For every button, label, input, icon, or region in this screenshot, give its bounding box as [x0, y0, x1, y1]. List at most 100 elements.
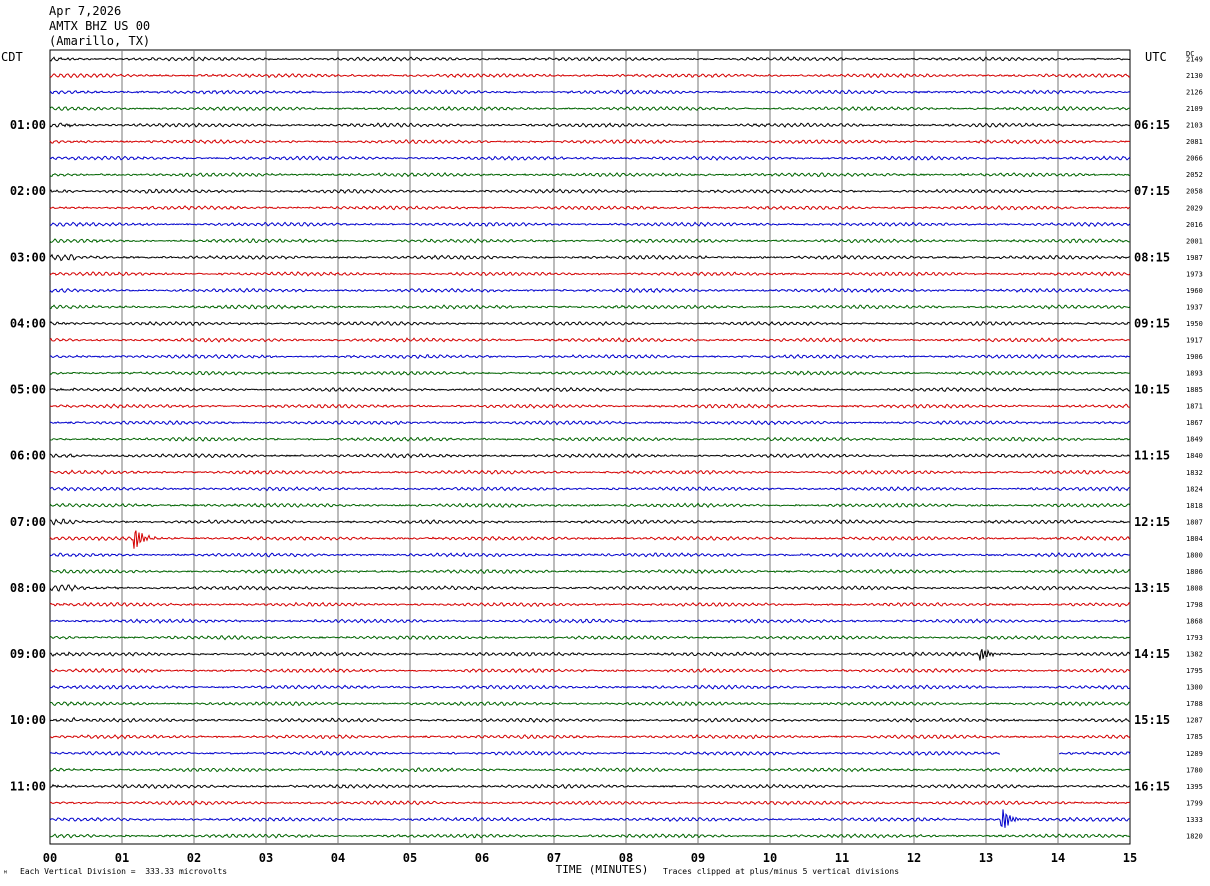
dc-offset-label: 1785 [1186, 733, 1203, 741]
right-zone-label: UTC [1145, 50, 1167, 64]
cdt-hour-label: 07:00 [10, 515, 46, 529]
cdt-hour-label: 08:00 [10, 581, 46, 595]
x-tick-label: 05 [403, 851, 417, 865]
trace-36 [49, 648, 1131, 661]
footer-mark: ᴹ [3, 869, 8, 878]
dc-offset-label: 1867 [1186, 419, 1203, 427]
dc-offset-label: 1289 [1186, 750, 1203, 758]
trace-45 [49, 800, 1131, 806]
x-tick-label: 06 [475, 851, 489, 865]
trace-42 [1058, 751, 1131, 756]
x-tick-label: 03 [259, 851, 273, 865]
dc-offset-label: 2103 [1186, 122, 1203, 130]
dc-offset-label: 2126 [1186, 89, 1203, 97]
dc-offset-label: 1950 [1186, 320, 1203, 328]
trace-14 [49, 287, 1131, 294]
dc-offset-label: 1808 [1186, 584, 1203, 592]
dc-offset-label: 1960 [1186, 287, 1203, 295]
x-tick-label: 02 [187, 851, 201, 865]
header-location: (Amarillo, TX) [49, 34, 151, 48]
dc-offset-label: 1937 [1186, 303, 1203, 311]
cdt-hour-label: 09:00 [10, 647, 46, 661]
dc-offset-label: 1804 [1186, 535, 1203, 543]
trace-43 [49, 767, 1131, 773]
header-date: Apr 7,2026 [49, 4, 122, 18]
utc-hour-label: 14:15 [1134, 647, 1170, 661]
dc-offset-label: 1807 [1186, 518, 1203, 526]
scale-note: Each Vertical Division = 333.33 microvol… [20, 867, 228, 876]
dc-offset-label: 1798 [1186, 601, 1203, 609]
dc-offset-label: 1849 [1186, 436, 1203, 444]
trace-17 [49, 337, 1131, 343]
dc-offset-label: 1885 [1186, 386, 1203, 394]
trace-31 [49, 568, 1131, 575]
trace-25 [49, 469, 1131, 475]
utc-hour-label: 16:15 [1134, 779, 1170, 793]
x-tick-label: 00 [43, 851, 57, 865]
dc-offset-label: 2130 [1186, 72, 1203, 80]
trace-8 [49, 188, 1131, 194]
trace-21 [49, 403, 1130, 409]
x-tick-label: 14 [1051, 851, 1065, 865]
dc-offset-label: 1806 [1186, 568, 1203, 576]
dc-offset-label: 2016 [1186, 221, 1203, 229]
trace-12 [49, 253, 1131, 262]
cdt-hour-label: 04:00 [10, 316, 46, 330]
utc-hour-label: 13:15 [1134, 581, 1170, 595]
dc-offset-label: 2149 [1186, 56, 1203, 64]
trace-32 [49, 584, 1131, 592]
trace-16 [49, 320, 1131, 327]
utc-hour-label: 12:15 [1134, 515, 1170, 529]
trace-7 [49, 172, 1130, 178]
trace-26 [49, 486, 1131, 492]
trace-38 [49, 684, 1131, 690]
trace-11 [49, 238, 1131, 244]
trace-30 [49, 552, 1131, 558]
dc-offset-label: 1800 [1186, 551, 1203, 559]
x-tick-label: 04 [331, 851, 345, 865]
trace-20 [49, 386, 1130, 393]
utc-hour-label: 10:15 [1134, 383, 1170, 397]
dc-offset-label: 1917 [1186, 337, 1203, 345]
trace-47 [49, 833, 1131, 839]
dc-offset-label: 1799 [1186, 799, 1203, 807]
trace-34 [50, 618, 1131, 624]
dc-offset-label: 2058 [1186, 188, 1203, 196]
dc-offset-label: 1788 [1186, 700, 1203, 708]
x-tick-label: 08 [619, 851, 633, 865]
dc-offset-label: 1973 [1186, 270, 1203, 278]
x-tick-label: 01 [115, 851, 129, 865]
trace-23 [49, 436, 1131, 442]
dc-label: DC [1186, 50, 1195, 58]
dc-offset-label: 1820 [1186, 832, 1203, 840]
dc-offset-label: 1832 [1186, 469, 1203, 477]
cdt-hour-label: 10:00 [10, 713, 46, 727]
dc-offset-label: 1795 [1186, 667, 1203, 675]
dc-offset-label: 1300 [1186, 684, 1203, 692]
dc-offset-label: 2052 [1186, 171, 1203, 179]
trace-44 [50, 783, 1131, 789]
trace-41 [50, 734, 1131, 740]
x-tick-label: 10 [763, 851, 777, 865]
cdt-hour-label: 03:00 [10, 250, 46, 264]
trace-5 [49, 138, 1130, 145]
x-tick-label: 15 [1123, 851, 1137, 865]
dc-offset-label: 1868 [1186, 618, 1203, 626]
header-station: AMTX BHZ US 00 [49, 19, 151, 33]
plot-frame [49, 49, 1131, 845]
x-tick-label: 13 [979, 851, 993, 865]
utc-hour-label: 08:15 [1134, 250, 1170, 264]
dc-offset-label: 1793 [1186, 634, 1203, 642]
trace-24 [49, 453, 1131, 459]
utc-hour-label: 06:15 [1134, 118, 1170, 132]
dc-offset-label: 1871 [1186, 403, 1203, 411]
trace-19 [49, 370, 1131, 376]
trace-37 [50, 667, 1131, 674]
dc-offset-label: 1987 [1186, 254, 1203, 262]
cdt-hour-label: 11:00 [10, 779, 46, 793]
trace-3 [49, 105, 1131, 112]
x-tick-label: 12 [907, 851, 921, 865]
cdt-hour-label: 05:00 [10, 383, 46, 397]
dc-offset-label: 1824 [1186, 485, 1203, 493]
dc-offset-label: 1906 [1186, 353, 1203, 361]
